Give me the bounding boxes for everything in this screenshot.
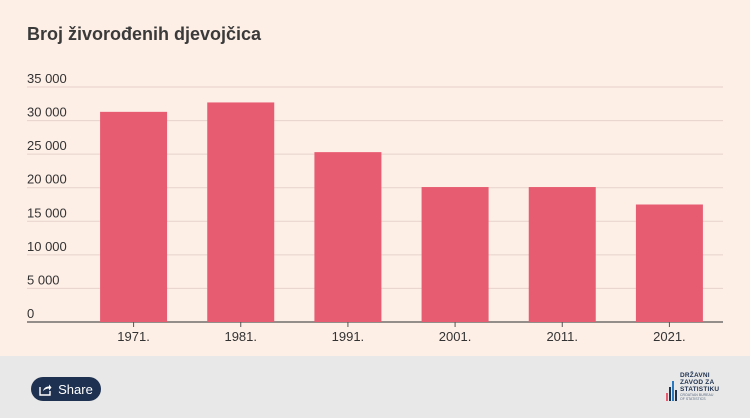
y-tick-label: 0 <box>27 306 34 321</box>
y-tick-label: 15 000 <box>27 205 67 220</box>
logo-text: DRŽAVNI ZAVOD ZA STATISTIKU CROATIAN BUR… <box>680 372 720 401</box>
x-tick-label: 2011. <box>546 329 578 344</box>
logo-bars-icon <box>666 379 677 401</box>
bar-2011[interactable] <box>528 187 596 322</box>
dzs-logo: DRŽAVNI ZAVOD ZA STATISTIKU CROATIAN BUR… <box>666 372 719 401</box>
x-tick-label: 1971. <box>117 329 150 344</box>
bar-chart: 0 5 000 10 000 15 000 20 000 25 000 30 000 35 0… <box>27 71 723 344</box>
bar-2021[interactable] <box>635 204 703 323</box>
y-tick-label: 30 000 <box>27 105 67 120</box>
y-tick-label: 10 000 <box>27 239 67 254</box>
x-tick-label: 1991. <box>332 329 365 344</box>
bar-1971[interactable] <box>100 111 168 322</box>
x-tick-label: 2001. <box>439 329 472 344</box>
bar-2001[interactable] <box>421 187 489 322</box>
x-tick-label: 2021. <box>653 329 686 344</box>
bar-1981[interactable] <box>207 102 275 322</box>
share-button[interactable]: Share <box>31 377 101 401</box>
y-tick-label: 20 000 <box>27 172 67 187</box>
share-label: Share <box>58 381 93 397</box>
share-icon <box>39 384 52 396</box>
chart-panel: Broj živorođenih djevojčica 0 5 000 10 000… <box>0 0 750 356</box>
x-tick-label: 1981. <box>224 329 257 344</box>
chart-title: Broj živorođenih djevojčica <box>27 24 262 44</box>
bar-1991[interactable] <box>314 152 382 322</box>
y-tick-label: 35 000 <box>27 71 67 86</box>
y-tick-label: 5 000 <box>27 272 60 287</box>
y-tick-label: 25 000 <box>27 138 67 153</box>
footer: Share DRŽAVNI ZAVOD ZA STATISTIKU CROATI… <box>0 356 750 418</box>
